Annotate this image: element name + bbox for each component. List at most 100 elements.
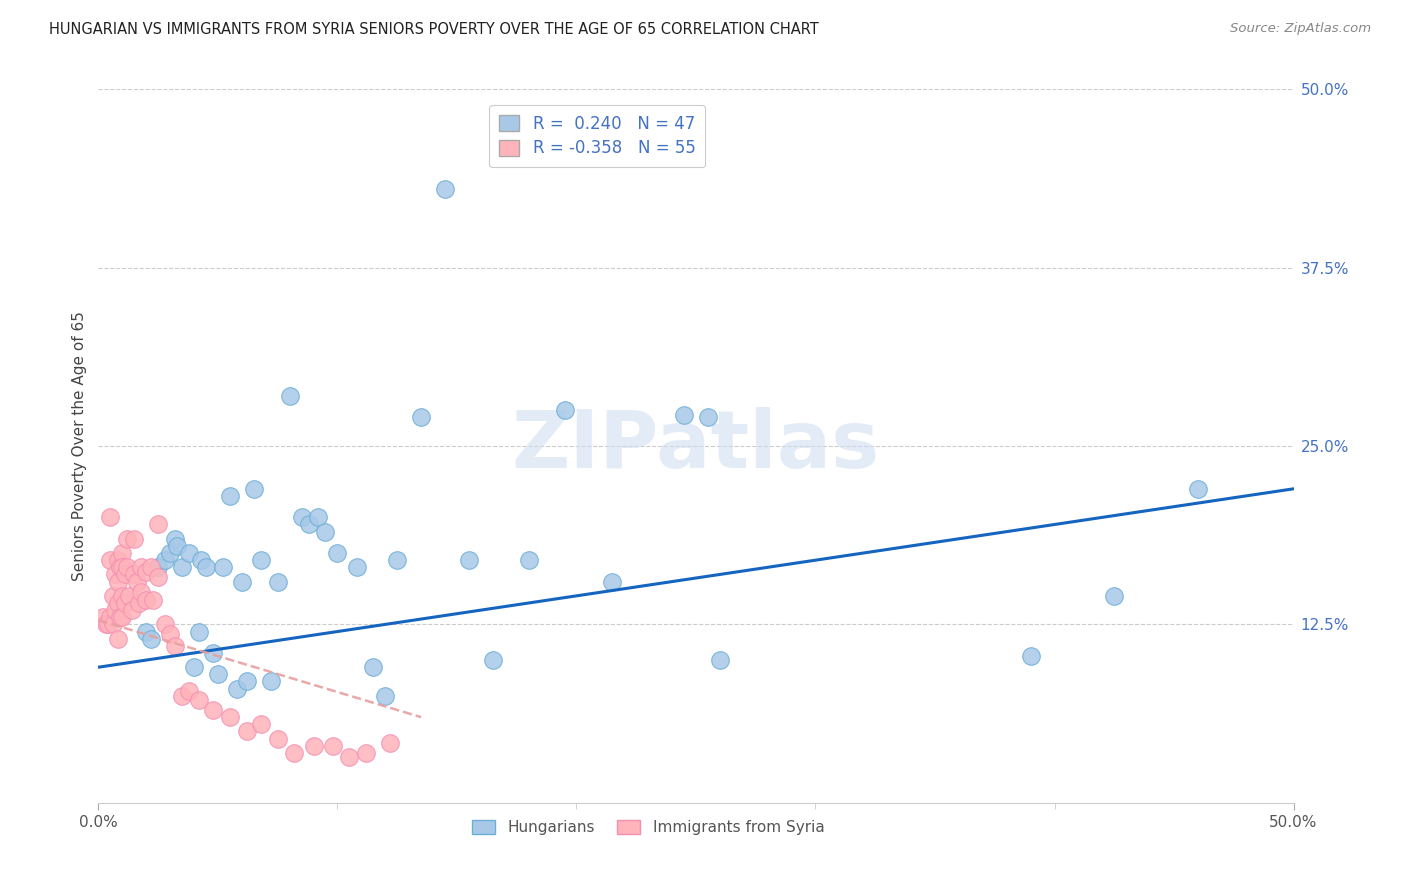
Point: [101, 589, 124, 603]
Point: [1104, 589, 1126, 603]
Point: [363, 660, 385, 674]
Point: [101, 617, 124, 632]
Point: [302, 739, 325, 753]
Point: [148, 570, 170, 584]
Point: [673, 408, 696, 422]
Point: [267, 574, 290, 589]
Point: [125, 574, 148, 589]
Point: [219, 489, 242, 503]
Text: Source: ZipAtlas.com: Source: ZipAtlas.com: [1230, 22, 1371, 36]
Point: [107, 574, 129, 589]
Point: [190, 553, 212, 567]
Point: [98, 510, 122, 524]
Point: [107, 632, 129, 646]
Point: [346, 560, 368, 574]
Point: [94, 617, 117, 632]
Point: [235, 674, 257, 689]
Text: ZIPatlas: ZIPatlas: [512, 407, 880, 485]
Point: [139, 560, 162, 574]
Point: [155, 617, 177, 632]
Point: [322, 739, 344, 753]
Point: [278, 389, 301, 403]
Point: [91, 610, 114, 624]
Point: [411, 410, 433, 425]
Point: [187, 624, 209, 639]
Point: [202, 646, 225, 660]
Point: [163, 639, 186, 653]
Point: [108, 610, 131, 624]
Point: [326, 546, 349, 560]
Point: [259, 674, 281, 689]
Point: [98, 610, 122, 624]
Point: [434, 182, 457, 196]
Point: [235, 724, 257, 739]
Point: [602, 574, 624, 589]
Point: [1019, 648, 1042, 663]
Point: [131, 584, 153, 599]
Point: [115, 560, 138, 574]
Point: [118, 589, 141, 603]
Point: [121, 603, 143, 617]
Point: [124, 532, 146, 546]
Point: [142, 593, 165, 607]
Point: [159, 546, 181, 560]
Legend: Hungarians, Immigrants from Syria: Hungarians, Immigrants from Syria: [465, 814, 831, 841]
Point: [481, 653, 505, 667]
Point: [339, 750, 361, 764]
Point: [207, 667, 229, 681]
Point: [124, 567, 146, 582]
Y-axis label: Seniors Poverty Over the Age of 65: Seniors Poverty Over the Age of 65: [72, 311, 87, 581]
Point: [315, 524, 337, 539]
Point: [114, 567, 136, 582]
Point: [187, 693, 209, 707]
Point: [250, 717, 273, 731]
Point: [283, 746, 305, 760]
Point: [135, 565, 157, 579]
Point: [291, 510, 314, 524]
Point: [554, 403, 576, 417]
Point: [98, 553, 122, 567]
Point: [104, 567, 127, 582]
Point: [298, 517, 321, 532]
Point: [179, 684, 201, 698]
Point: [250, 553, 273, 567]
Point: [378, 736, 401, 750]
Point: [231, 574, 253, 589]
Point: [148, 517, 170, 532]
Point: [111, 546, 134, 560]
Point: [114, 596, 136, 610]
Point: [111, 610, 134, 624]
Point: [183, 660, 205, 674]
Point: [166, 539, 188, 553]
Text: HUNGARIAN VS IMMIGRANTS FROM SYRIA SENIORS POVERTY OVER THE AGE OF 65 CORRELATIO: HUNGARIAN VS IMMIGRANTS FROM SYRIA SENIO…: [49, 22, 818, 37]
Point: [385, 553, 409, 567]
Point: [697, 410, 720, 425]
Point: [202, 703, 225, 717]
Point: [172, 560, 194, 574]
Point: [267, 731, 290, 746]
Point: [709, 653, 731, 667]
Point: [172, 689, 194, 703]
Point: [111, 560, 134, 574]
Point: [179, 546, 201, 560]
Point: [131, 560, 153, 574]
Point: [195, 560, 218, 574]
Point: [517, 553, 540, 567]
Point: [211, 560, 233, 574]
Point: [243, 482, 266, 496]
Point: [354, 746, 377, 760]
Point: [108, 560, 131, 574]
Point: [115, 532, 138, 546]
Point: [159, 627, 181, 641]
Point: [148, 560, 170, 574]
Point: [1187, 482, 1209, 496]
Point: [111, 589, 134, 603]
Point: [135, 624, 157, 639]
Point: [104, 603, 127, 617]
Point: [107, 596, 129, 610]
Point: [374, 689, 396, 703]
Point: [128, 596, 150, 610]
Point: [155, 553, 177, 567]
Point: [139, 632, 162, 646]
Point: [219, 710, 242, 724]
